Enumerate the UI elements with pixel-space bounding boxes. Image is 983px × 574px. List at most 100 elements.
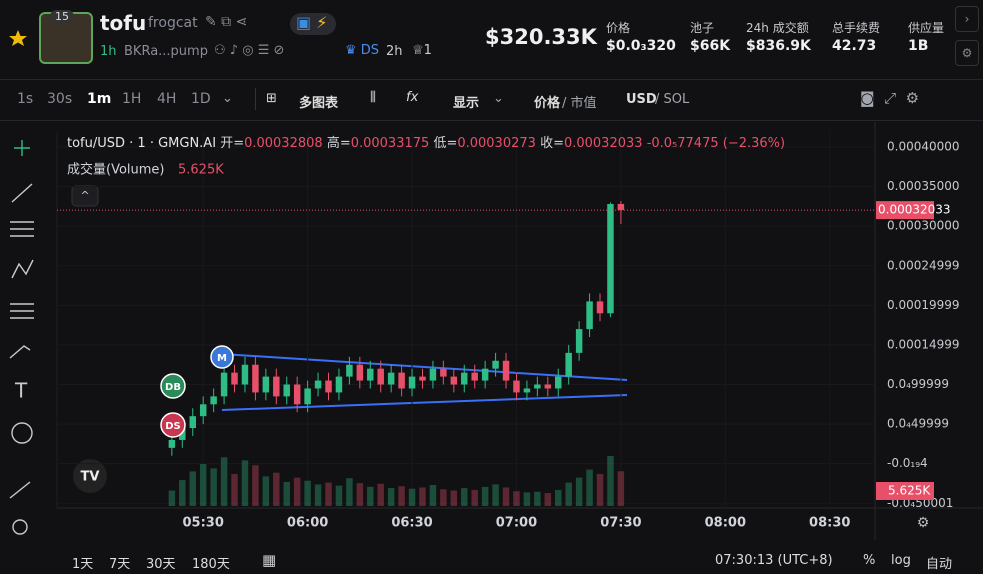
social-button[interactable]: ▣ ⚡ (290, 13, 336, 35)
star-icon[interactable] (8, 28, 28, 48)
stat-value: 42.73 (832, 38, 877, 54)
collapse-button[interactable]: › (955, 6, 979, 32)
candle-body (168, 439, 176, 448)
volume-box (876, 482, 934, 500)
range[interactable]: 1天 (72, 557, 94, 572)
indicator-icon[interactable]: fx (406, 90, 419, 105)
stat-label: 价格 (606, 21, 631, 35)
candle-body (231, 372, 238, 385)
y-tick-label: 0.00040000 (887, 140, 960, 154)
percent-toggle[interactable]: % (863, 553, 876, 568)
interval[interactable]: 4H (157, 91, 177, 107)
volume-bar (544, 493, 552, 506)
collapse-button[interactable] (71, 185, 99, 207)
candle-body (471, 372, 478, 381)
candle-body (481, 368, 489, 381)
candle-body (586, 301, 593, 330)
marker (160, 373, 186, 399)
candle-body (596, 301, 604, 314)
interval[interactable]: 30s (47, 91, 73, 107)
volume-bar (314, 484, 322, 506)
x-tick-label: 07:00 (496, 516, 537, 531)
volume-bar (534, 491, 541, 506)
ds: DS (360, 43, 380, 58)
display-dropdown[interactable]: ⌄ (493, 91, 504, 106)
volume-bar (492, 484, 499, 506)
multi-chart[interactable]: 多图表 (299, 96, 339, 111)
usd-toggle[interactable]: USD (626, 92, 657, 107)
candle-body (335, 376, 343, 393)
interval-dropdown[interactable]: ⌄ (222, 91, 233, 106)
range[interactable]: 30天 (146, 557, 176, 572)
y-tick-label: 0.0₄49999 (887, 417, 949, 431)
interval[interactable]: 1s (17, 91, 34, 107)
interval[interactable]: 1H (122, 91, 142, 107)
volume-bar (607, 456, 614, 506)
x-tick-label: 05:30 (183, 516, 224, 531)
chart-title: tofu/USD · 1 · GMGN.AI (67, 136, 216, 151)
candle-body (189, 416, 196, 429)
ohlc-value: 0.00032808 (244, 136, 323, 151)
stat-value: $0.0₃320 (606, 38, 676, 54)
stat-label: 供应量 (908, 21, 945, 35)
token-name: tofu (100, 11, 147, 35)
candle-body (273, 376, 280, 397)
ticker: frogcat (148, 15, 198, 31)
range[interactable]: 7天 (109, 557, 131, 572)
volume-bar (429, 485, 437, 506)
volume-bar (189, 471, 196, 506)
candle-body (544, 384, 552, 389)
last-price-label: 0.00032033 (878, 203, 951, 217)
sol-toggle[interactable]: / SOL (655, 92, 690, 107)
price-toggle[interactable]: 价格 (534, 96, 561, 111)
y-tick-label: 0.00014999 (887, 337, 960, 351)
settings-icon[interactable]: ⚙ (917, 515, 930, 531)
link-icons[interactable]: ⚇ ♪ ◎ ☰ ⊘ (214, 43, 285, 58)
market-cap: $320.33K (485, 25, 597, 49)
settings-button[interactable]: ⚙ (955, 40, 979, 66)
candle-body (283, 384, 290, 397)
badge: 15 (50, 10, 74, 23)
candle-body (220, 372, 228, 397)
candle-icon[interactable]: ⫼ (370, 90, 376, 105)
volume-bar (513, 491, 520, 506)
volume-bar (575, 477, 583, 506)
y-tick-label: 0.00035000 (887, 179, 960, 193)
candle-body (617, 203, 625, 211)
add-icon[interactable]: ⊞ (266, 91, 277, 106)
candle-body (210, 396, 217, 405)
candle-body (513, 380, 520, 393)
toolbar-icons[interactable]: ◙ ⤢ ⚙ (860, 89, 920, 107)
trend-line (221, 353, 628, 381)
range[interactable]: 180天 (192, 557, 230, 572)
candle-body (502, 360, 510, 381)
candle-body (408, 376, 416, 389)
volume-bar (471, 489, 478, 506)
log-toggle[interactable]: log (891, 553, 911, 568)
candle-body (367, 368, 374, 381)
header-icons[interactable]: ✎ ⧉ ⋖ (205, 14, 248, 30)
divider (0, 79, 983, 80)
volume-bar (262, 476, 270, 506)
display[interactable]: 显示 (453, 96, 480, 111)
address[interactable]: BKRa...pump (124, 44, 208, 59)
y-tick-label: 0.00030000 (887, 219, 960, 233)
x-tick-label: 06:00 (287, 516, 328, 531)
interval[interactable]: 1m (87, 91, 112, 107)
candle-body (387, 372, 395, 385)
stat-value: $836.9K (746, 38, 811, 54)
interval[interactable]: 1D (191, 91, 211, 107)
logo (73, 459, 107, 493)
candle-body (304, 388, 311, 405)
mcap-toggle[interactable]: / 市值 (562, 96, 597, 111)
marker-label: DS (165, 421, 181, 432)
calendar-icon[interactable]: ▦ (262, 551, 277, 569)
candle-body (293, 384, 301, 405)
ohlc-label: 收= (540, 136, 564, 151)
drawing-tools[interactable]: T (0, 130, 48, 540)
candle-body (450, 376, 458, 385)
collapse-icon: ^ (80, 189, 89, 202)
candle-body (314, 380, 322, 389)
auto-toggle[interactable]: 自动 (926, 557, 953, 572)
svg-text:T: T (14, 379, 28, 403)
